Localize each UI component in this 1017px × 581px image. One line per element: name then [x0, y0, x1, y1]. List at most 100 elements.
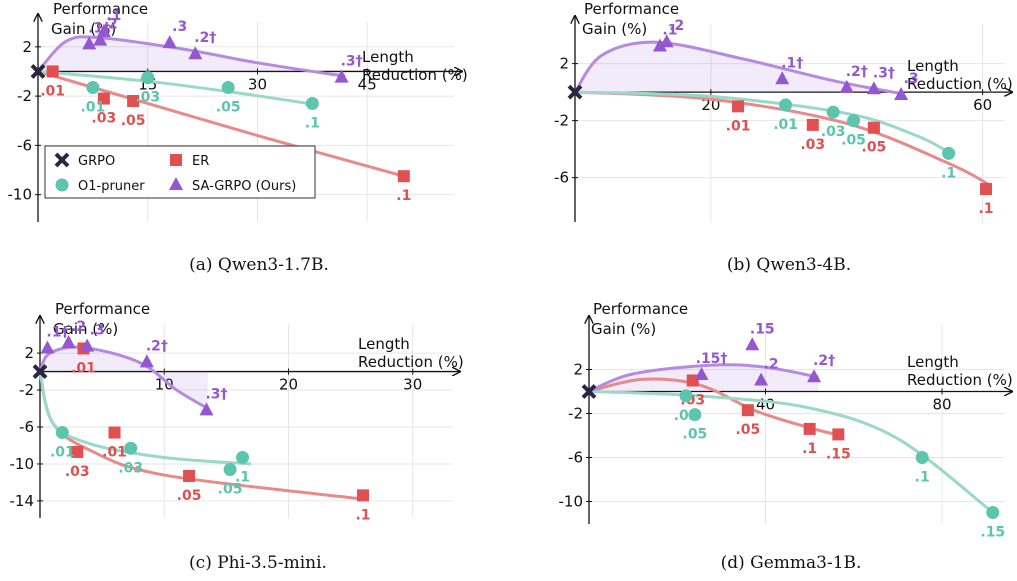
legend-sa-label: SA-GRPO (Ours) — [192, 179, 296, 194]
sa-grpo-trend-line — [588, 363, 819, 393]
sa-point-label-3: .2† — [813, 353, 835, 369]
o1-point-3 — [236, 450, 250, 464]
o1-point-label-2: .05 — [216, 99, 241, 115]
x-axis-label-line2: Reduction (%) — [907, 75, 1013, 93]
y-tick-label-2: -6 — [19, 418, 34, 436]
sa-point-0 — [652, 38, 667, 52]
sa-point-label-4: .3† — [205, 386, 227, 402]
legend-grpo-marker — [54, 152, 70, 168]
er-point-2 — [127, 95, 140, 108]
sa-point-1 — [659, 34, 674, 48]
o1-point-label-1: .03 — [821, 124, 846, 140]
o1-pruner-trend-line — [588, 390, 994, 514]
sa-point-1 — [745, 337, 760, 351]
grpo-point-0 — [567, 84, 583, 100]
er-point-label-1: .03 — [91, 111, 116, 127]
y-tick-label-3: -10 — [10, 455, 35, 473]
o1-point-label-2: .05 — [841, 133, 866, 149]
x-tick-label-0: 10 — [155, 376, 174, 394]
o1-point-label-3: .15 — [980, 525, 1005, 541]
o1-pruner-trend-line — [38, 371, 252, 466]
sa-point-0 — [694, 367, 709, 380]
o1-point-0 — [55, 426, 69, 440]
sa-point-label-2: .1 — [106, 8, 121, 24]
sa-point-2 — [96, 24, 111, 38]
er-point-1 — [97, 92, 110, 105]
o1-pruner-trend-line — [574, 90, 950, 154]
x-tick-label-1: 30 — [248, 75, 267, 93]
o1-pruner-trend-line — [37, 69, 317, 107]
er-point-2 — [867, 121, 880, 134]
er-point-3 — [980, 183, 993, 196]
o1-point-label-3: .1 — [235, 469, 250, 485]
sa-point-4 — [866, 81, 881, 95]
sa-point-label-1: .2 — [103, 17, 118, 33]
y-tick-label-1: -2 — [554, 112, 569, 130]
er-point-label-3: .05 — [177, 488, 202, 504]
o1-point-label-0: .01 — [50, 445, 75, 461]
o1-point-label-1: .03 — [118, 460, 143, 476]
sa-point-label-5: .3† — [341, 54, 363, 70]
x-tick-label-2: 30 — [403, 376, 422, 394]
sa-point-2 — [775, 71, 790, 85]
sa-point-label-1: .2 — [71, 319, 86, 335]
o1-point-label-2: .05 — [218, 482, 243, 498]
legend-sa-marker — [169, 177, 183, 190]
legend-er-marker — [170, 154, 182, 166]
er-point-label-3: .1 — [978, 201, 993, 217]
sa-point-label-2: .3 — [90, 323, 105, 339]
sa-point-1 — [61, 334, 76, 348]
legend-grpo-label: GRPO — [78, 154, 115, 169]
o1-point-1 — [124, 441, 138, 455]
o1-point-2 — [221, 80, 235, 94]
x-axis-label-line2: Reduction (%) — [362, 66, 468, 84]
er-point-label-3: .1 — [396, 188, 411, 204]
sa-point-5 — [894, 86, 909, 100]
o1-point-label-1: .05 — [683, 427, 708, 443]
sa-grpo-shaded-region — [575, 42, 902, 94]
x-axis-label-line1: Length — [907, 353, 959, 371]
er-point-label-2: .05 — [121, 113, 146, 129]
er-point-label-3: .15 — [826, 446, 851, 462]
x-tick-label-1: 80 — [932, 396, 951, 414]
o1-point-0 — [679, 389, 693, 403]
y-axis-label-line1: Performance — [593, 300, 688, 318]
o1-point-label-3: .1 — [305, 115, 320, 131]
y-tick-label-0: 2 — [24, 344, 34, 362]
o1-point-3 — [986, 506, 1000, 519]
sa-point-4 — [188, 46, 203, 60]
y-tick-label-2: -6 — [568, 449, 583, 467]
y-tick-label-2: -6 — [554, 169, 569, 187]
sa-point-0 — [82, 36, 97, 50]
sa-point-label-0: .1† — [46, 324, 68, 340]
er-point-label-2: .05 — [862, 140, 887, 156]
o1-point-label-1: .03 — [135, 90, 160, 106]
sa-point-label-2: .1† — [781, 55, 803, 71]
sa-point-label-5: .3 — [904, 71, 919, 87]
er-point-3 — [397, 170, 410, 183]
sa-point-label-3: .3 — [172, 19, 187, 35]
er-point-label-2: .01 — [102, 445, 127, 461]
legend: GRPO ER O1-pruner SA-GRPO (Ours) — [44, 145, 316, 199]
o1-point-label-2: .1 — [915, 470, 930, 486]
grpo-point-0 — [32, 364, 48, 379]
er-point-2 — [803, 422, 816, 435]
panel-caption: (a) Qwen3-1.7B. — [189, 255, 329, 275]
y-tick-label-1: -2 — [568, 405, 583, 423]
sa-point-label-0: .1 — [662, 23, 677, 39]
er-point-3 — [832, 428, 845, 441]
o1-point-label-3: .1 — [941, 165, 956, 181]
sa-point-label-4: .2† — [194, 30, 216, 46]
y-tick-label-3: -10 — [559, 493, 584, 511]
sa-point-1 — [93, 32, 108, 46]
er-point-label-1: .03 — [65, 464, 90, 480]
y-tick-label-2: -6 — [17, 136, 32, 154]
y-tick-label-1: -2 — [19, 381, 34, 399]
x-axis-label-line1: Length — [362, 48, 414, 66]
y-tick-label-0: 2 — [559, 55, 569, 73]
x-axis-label-line2: Reduction (%) — [907, 371, 1013, 389]
o1-point-3 — [942, 146, 956, 160]
er-point-1 — [71, 445, 84, 458]
